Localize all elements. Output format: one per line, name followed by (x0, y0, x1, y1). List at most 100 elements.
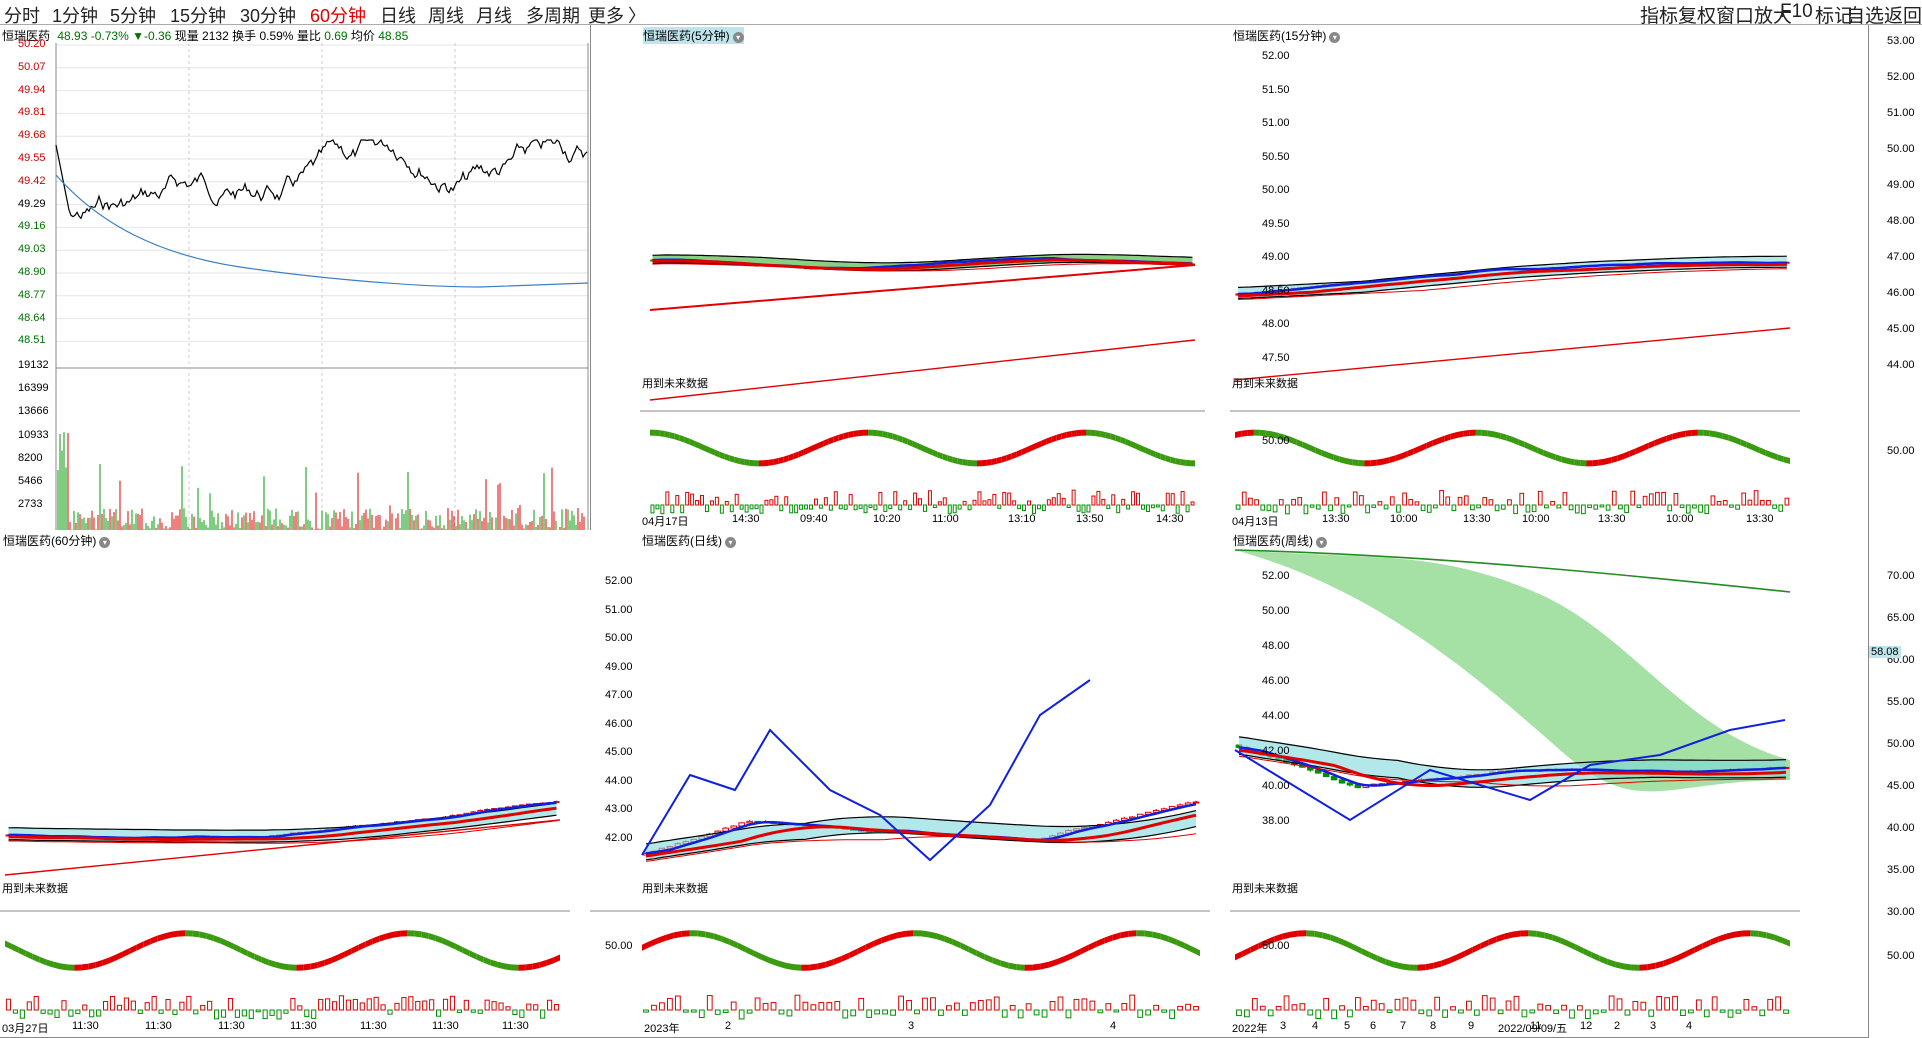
zoom-button[interactable]: 放大 (1754, 6, 1793, 27)
sub-bar (1569, 1009, 1575, 1019)
ratio-value: 0.69 (324, 29, 348, 43)
panel-5min[interactable]: 恒瑞医药(5分钟) ▾ 用到未来数据 04月17日 14:30 09:40 10:20 1… (640, 25, 1231, 531)
tab-day[interactable]: 日线 (380, 6, 416, 26)
sub-bar (914, 1009, 920, 1015)
indicator-ribbon (1552, 934, 1561, 944)
sub-bar (1235, 504, 1241, 510)
sub-bar (1741, 492, 1747, 506)
sub-bar (1056, 493, 1061, 506)
panel-60min[interactable]: 恒瑞医药(60分钟) ▾ 用到未来数据 03月27日 11:30 11:30 11:30… (0, 530, 591, 1038)
panel-15min[interactable]: 恒瑞医药(15分钟) ▾ 用到未来数据 52.00 51.50 51.00 50.50 5… (1230, 25, 1869, 531)
panel-weekly-title[interactable]: 恒瑞医药(周线) ▾ (1233, 532, 1327, 549)
indicator-ribbon (1175, 457, 1181, 466)
indicator-ribbon (1679, 950, 1687, 961)
sub-bar (1027, 500, 1032, 506)
mark-button[interactable]: 标记 (1815, 6, 1854, 27)
indicator-ribbon (1152, 931, 1161, 940)
back-button[interactable]: 返回 (1884, 6, 1922, 27)
volume-tick: 2733 (18, 498, 43, 511)
ratio-label: 量比 (296, 29, 321, 43)
tab-15min[interactable]: 15分钟 (170, 6, 227, 26)
panel-daily[interactable]: 恒瑞医药(日线) ▾ 用到未来数据 52.00 51.00 50.00 49.00 47.… (590, 530, 1231, 1038)
indicator-ribbon (372, 935, 380, 945)
sub-bar (786, 1009, 793, 1017)
tab-5min[interactable]: 5分钟 (110, 6, 157, 26)
tab-month[interactable]: 月线 (476, 6, 512, 26)
future-data-label: 用到未来数据 (1232, 883, 1298, 895)
panel-60min-title[interactable]: 恒瑞医药(60分钟) ▾ (3, 532, 111, 549)
sub-bar (1121, 498, 1126, 506)
chevron-down-icon[interactable]: ▾ (1316, 537, 1327, 548)
lower-band (8, 814, 557, 843)
date-label: 11:30 (218, 1020, 245, 1032)
indicator-ribbon (1635, 445, 1642, 455)
tab-30min[interactable]: 30分钟 (240, 6, 297, 26)
tab-1min[interactable]: 1分钟 (52, 6, 99, 26)
sub-bar (794, 504, 799, 514)
indicator-ribbon (1274, 933, 1283, 943)
indicator-ribbon (1346, 940, 1354, 951)
chevron-down-icon[interactable]: ▾ (1329, 32, 1341, 43)
indicator-ribbon (769, 957, 778, 967)
panel-15min-title[interactable]: 恒瑞医药(15分钟) ▾ (1233, 27, 1341, 44)
sub-bar (449, 995, 456, 1011)
ma-red (8, 806, 557, 841)
indicator-ribbon (863, 429, 868, 436)
intraday-panel[interactable]: 恒瑞医药 48.93 -0.73% ▼-0.36 现量 2132 换手 0.59… (0, 25, 591, 531)
chevron-down-icon[interactable]: ▾ (99, 537, 111, 548)
sub-bar (5, 998, 12, 1011)
sub-bar (1587, 504, 1592, 509)
indicator-ribbon (729, 455, 735, 463)
indicator-ribbon (937, 451, 943, 460)
sub-bar (1096, 490, 1101, 506)
chart-weekly (1230, 549, 1800, 1020)
indicator-ribbon (972, 460, 977, 467)
indicator-ribbon (1592, 459, 1599, 467)
panel-5min-title[interactable]: 恒瑞医药(5分钟) ▾ (643, 27, 744, 44)
chevron-down-icon[interactable]: ▾ (725, 537, 736, 548)
right-price-tick: 51.00 (1887, 107, 1915, 119)
date-label: 13:50 (1076, 513, 1104, 525)
sub-bar (408, 996, 414, 1011)
indicator-ribbon (1469, 429, 1476, 436)
sub-bar (770, 1002, 777, 1011)
indicator-ribbon (1272, 431, 1279, 439)
sub-bar (695, 499, 700, 506)
tab-more[interactable]: 更多 (588, 6, 624, 26)
indicator-ribbon (1048, 959, 1057, 968)
sub-bar (1244, 1009, 1250, 1018)
panel-weekly[interactable]: 恒瑞医药(周线) ▾ 用到未来数据 52.00 50.00 48.00 46.00 44.… (1230, 530, 1869, 1038)
restore-right-button[interactable]: 复权 (1678, 6, 1717, 27)
sub-bar (1458, 1009, 1464, 1014)
tab-multi[interactable]: 多周期 (526, 6, 580, 26)
f10-button[interactable]: F10 (1780, 1, 1813, 22)
panel-daily-title[interactable]: 恒瑞医药(日线) ▾ (642, 532, 736, 549)
chevron-down-icon[interactable]: ▾ (732, 32, 744, 43)
tab-60min[interactable]: 60分钟 (310, 6, 367, 26)
indicator-ribbon (1364, 460, 1371, 467)
indicator-ribbon (1607, 958, 1616, 968)
tab-week[interactable]: 周线 (428, 6, 464, 26)
sub-bar (1710, 495, 1716, 506)
lower-band (1238, 266, 1787, 299)
sub-bar (193, 1009, 199, 1015)
ma-very-long (649, 339, 1196, 401)
watchlist-button[interactable]: 自选 (1846, 6, 1885, 27)
indicator-button[interactable]: 指标 (1640, 6, 1679, 27)
sub-bar (200, 1004, 206, 1011)
sub-bar (982, 500, 987, 506)
more-arrow-icon[interactable]: 〉 (628, 6, 646, 26)
indicator-ribbon (912, 440, 918, 449)
indicator-ribbon (777, 960, 786, 969)
tab-fenshi[interactable]: 分时 (4, 6, 40, 26)
sub-bar (967, 504, 972, 511)
window-button[interactable]: 窗口 (1716, 6, 1755, 27)
ma-red-thin (652, 263, 1193, 272)
sub-bar (1136, 492, 1141, 506)
sub-bar (1584, 1009, 1591, 1019)
sub-bar (1275, 1005, 1282, 1011)
sub-bar (401, 997, 407, 1011)
sub-bar (826, 1002, 833, 1011)
sub-bar (1086, 504, 1091, 513)
indicator-ribbon (1777, 454, 1784, 463)
